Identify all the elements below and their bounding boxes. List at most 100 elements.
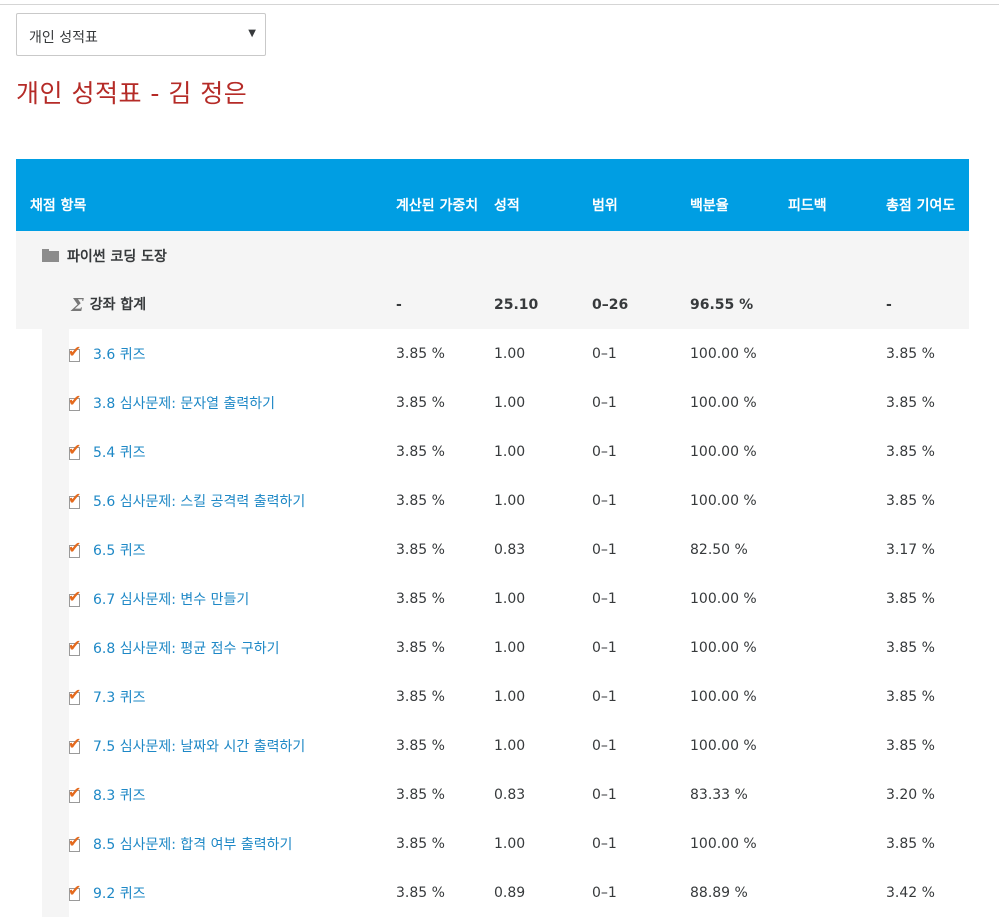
grade-item-row: ✔ 9.2 퀴즈 3.85 % 0.89 0–1 88.89 % 3.42 % [16, 868, 969, 917]
grade-item-cell: ✔ 7.5 심사문제: 날짜와 시간 출력하기 [16, 721, 396, 770]
grade-item-link[interactable]: 5.6 심사문제: 스킬 공격력 출력하기 [93, 493, 306, 510]
item-contribution: 3.85 % [886, 819, 969, 868]
chevron-down-icon: ▼ [248, 28, 256, 39]
quiz-icon: ✔ [68, 440, 84, 460]
item-range: 0–1 [592, 623, 690, 672]
item-grade: 1.00 [494, 329, 592, 378]
course-total-contribution: - [886, 280, 969, 329]
item-range: 0–1 [592, 770, 690, 819]
indent-rail [42, 868, 69, 917]
item-contribution: 3.17 % [886, 525, 969, 574]
header-item: 채점 항목 [16, 159, 396, 231]
table-header-row: 채점 항목 계산된 가중치 성적 범위 백분율 피드백 총점 기여도 [16, 159, 969, 231]
grade-item-link[interactable]: 7.3 퀴즈 [93, 689, 146, 706]
header-weight-label: 계산된 가중치 [396, 198, 479, 214]
item-range: 0–1 [592, 868, 690, 917]
quiz-icon: ✔ [68, 636, 84, 656]
grade-item-row: ✔ 3.6 퀴즈 3.85 % 1.00 0–1 100.00 % 3.85 % [16, 329, 969, 378]
sigma-icon: Σ [71, 294, 84, 316]
item-weight: 3.85 % [396, 378, 494, 427]
course-total-label: 강좌 합계 [89, 296, 147, 313]
item-feedback [788, 721, 886, 770]
grade-item-link[interactable]: 9.2 퀴즈 [93, 885, 146, 902]
item-weight: 3.85 % [396, 427, 494, 476]
course-total-feedback [788, 280, 886, 329]
item-range: 0–1 [592, 378, 690, 427]
item-weight: 3.85 % [396, 770, 494, 819]
item-contribution: 3.20 % [886, 770, 969, 819]
item-percent: 88.89 % [690, 868, 788, 917]
item-percent: 100.00 % [690, 574, 788, 623]
grade-item-cell: ✔ 5.4 퀴즈 [16, 427, 396, 476]
quiz-sheet-shape [69, 446, 80, 460]
grade-item-cell: ✔ 9.2 퀴즈 [16, 868, 396, 917]
item-grade: 1.00 [494, 623, 592, 672]
item-percent: 83.33 % [690, 770, 788, 819]
grade-item-link[interactable]: 3.8 심사문제: 문자열 출력하기 [93, 395, 276, 412]
item-feedback [788, 329, 886, 378]
header-feedback: 피드백 [788, 159, 886, 231]
course-total-percent: 96.55 % [690, 280, 788, 329]
grade-item-cell: ✔ 8.3 퀴즈 [16, 770, 396, 819]
item-contribution: 3.42 % [886, 868, 969, 917]
checkmark-icon: ✔ [68, 537, 82, 557]
item-feedback [788, 378, 886, 427]
quiz-sheet-shape [69, 397, 80, 411]
item-percent: 82.50 % [690, 525, 788, 574]
grade-item-link[interactable]: 6.7 심사문제: 변수 만들기 [93, 591, 250, 608]
grade-item-row: ✔ 3.8 심사문제: 문자열 출력하기 3.85 % 1.00 0–1 100.00 %… [16, 378, 969, 427]
quiz-sheet-shape [69, 789, 80, 803]
indent-rail [42, 819, 69, 868]
item-contribution: 3.85 % [886, 672, 969, 721]
item-feedback [788, 819, 886, 868]
grade-item-cell: ✔ 6.5 퀴즈 [16, 525, 396, 574]
grade-item-link[interactable]: 8.5 심사문제: 합격 여부 출력하기 [93, 836, 293, 853]
quiz-icon: ✔ [68, 489, 84, 509]
item-grade: 1.00 [494, 721, 592, 770]
item-percent: 100.00 % [690, 329, 788, 378]
indent-rail [42, 672, 69, 721]
grade-item-row: ✔ 6.7 심사문제: 변수 만들기 3.85 % 1.00 0–1 100.00 % 3.… [16, 574, 969, 623]
item-feedback [788, 868, 886, 917]
item-percent: 100.00 % [690, 623, 788, 672]
checkmark-icon: ✔ [68, 488, 82, 508]
item-feedback [788, 574, 886, 623]
item-contribution: 3.85 % [886, 329, 969, 378]
item-weight: 3.85 % [396, 476, 494, 525]
grade-item-link[interactable]: 6.8 심사문제: 평균 점수 구하기 [93, 640, 280, 657]
header-percent: 백분율 [690, 159, 788, 231]
grade-item-link[interactable]: 7.5 심사문제: 날짜와 시간 출력하기 [93, 738, 306, 755]
grade-item-link[interactable]: 5.4 퀴즈 [93, 444, 146, 461]
item-grade: 1.00 [494, 574, 592, 623]
checkmark-icon: ✔ [68, 341, 82, 361]
quiz-icon: ✔ [68, 587, 84, 607]
grade-item-link[interactable]: 3.6 퀴즈 [93, 346, 146, 363]
indent-rail [42, 721, 69, 770]
quiz-sheet-shape [69, 495, 80, 509]
grade-item-link[interactable]: 8.3 퀴즈 [93, 787, 146, 804]
quiz-icon: ✔ [68, 685, 84, 705]
item-weight: 3.85 % [396, 721, 494, 770]
item-feedback [788, 770, 886, 819]
course-total-range: 0–26 [592, 280, 690, 329]
item-weight: 3.85 % [396, 525, 494, 574]
grade-item-row: ✔ 6.5 퀴즈 3.85 % 0.83 0–1 82.50 % 3.17 % [16, 525, 969, 574]
item-weight: 3.85 % [396, 672, 494, 721]
report-type-select[interactable]: 개인 성적표 ▼ [16, 13, 266, 56]
item-contribution: 3.85 % [886, 721, 969, 770]
item-range: 0–1 [592, 427, 690, 476]
item-grade: 1.00 [494, 476, 592, 525]
grade-item-link[interactable]: 6.5 퀴즈 [93, 542, 146, 559]
folder-icon [42, 248, 59, 262]
quiz-sheet-shape [69, 544, 80, 558]
grade-item-cell: ✔ 7.3 퀴즈 [16, 672, 396, 721]
item-weight: 3.85 % [396, 868, 494, 917]
indent-rail [42, 770, 69, 819]
category-name: 파이썬 코딩 도장 [67, 248, 167, 265]
report-type-value: 개인 성적표 [29, 30, 98, 46]
grade-item-cell: ✔ 5.6 심사문제: 스킬 공격력 출력하기 [16, 476, 396, 525]
indent-rail [42, 329, 69, 378]
header-range: 범위 [592, 159, 690, 231]
checkmark-icon: ✔ [68, 831, 82, 851]
item-contribution: 3.85 % [886, 476, 969, 525]
